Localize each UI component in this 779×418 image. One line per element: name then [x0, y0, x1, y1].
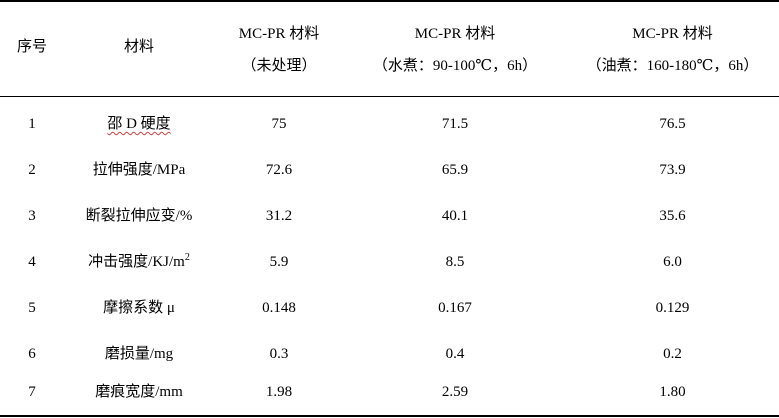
table-row: 2 拉伸强度/MPa 72.6 65.9 73.9 — [0, 148, 779, 193]
header-oil-boiled-title: MC-PR 材料 — [632, 26, 713, 42]
row-index: 2 — [28, 162, 36, 178]
table-row: 3 断裂拉伸应变/% 31.2 40.1 35.6 — [0, 194, 779, 239]
row-oil-boiled-value: 0.129 — [655, 300, 690, 316]
row-untreated-value: 5.9 — [269, 254, 289, 270]
row-index: 1 — [28, 116, 36, 132]
row-untreated-value: 0.148 — [262, 300, 296, 316]
row-property: 冲击强度/KJ/m2 — [64, 253, 214, 271]
row-untreated-value: 75 — [271, 116, 287, 132]
row-oil-boiled-value: 76.5 — [659, 116, 686, 132]
row-water-boiled-value: 40.1 — [441, 208, 469, 224]
header-index: 序号 — [16, 39, 47, 55]
row-property: 邵 D 硬度 — [64, 115, 214, 133]
table-row: 6 磨损量/mg 0.3 0.4 0.2 — [0, 332, 779, 377]
row-index: 5 — [28, 300, 36, 316]
table-bottom-rule — [0, 415, 779, 417]
row-oil-boiled-value: 73.9 — [659, 162, 686, 178]
row-water-boiled-value: 71.5 — [441, 116, 469, 132]
row-index: 3 — [28, 208, 36, 224]
row-oil-boiled-value: 6.0 — [663, 254, 682, 270]
row-untreated-value: 31.2 — [265, 208, 293, 224]
header-water-boiled-title: MC-PR 材料 — [414, 26, 496, 42]
row-property: 磨痕宽度/mm — [95, 384, 183, 400]
row-property: 断裂拉伸应变/% — [85, 208, 193, 224]
row-property: 拉伸强度/MPa — [92, 162, 186, 178]
row-water-boiled-value: 0.4 — [445, 346, 465, 362]
row-untreated-value: 0.3 — [269, 346, 289, 362]
header-material: 材料 — [123, 39, 154, 55]
table-row: 5 摩擦系数 μ 0.148 0.167 0.129 — [0, 286, 779, 331]
row-oil-boiled-value: 35.6 — [659, 208, 686, 224]
header-untreated-condition: （未处理） — [241, 58, 317, 74]
row-property-superscript: 2 — [184, 252, 190, 263]
row-property-text: 冲击强度/KJ/m — [88, 254, 185, 270]
row-untreated-value: 72.6 — [265, 162, 293, 178]
row-property-text: 邵 D 硬度 — [107, 116, 171, 132]
header-oil-boiled-condition: （油煮：160-180℃，6h） — [586, 58, 759, 74]
table-row: 1 邵 D 硬度 75 71.5 76.5 — [0, 102, 779, 147]
header-water-boiled-condition: （水煮：90-100℃，6h） — [372, 58, 538, 74]
table-header-rule — [0, 96, 779, 97]
row-oil-boiled-value: 1.80 — [659, 384, 686, 400]
row-property: 摩擦系数 μ — [103, 300, 175, 316]
table-row: 4 冲击强度/KJ/m2 5.9 8.5 6.0 — [0, 240, 779, 285]
row-oil-boiled-value: 0.2 — [663, 346, 682, 362]
table-top-rule — [0, 0, 779, 2]
header-untreated-title: MC-PR 材料 — [238, 26, 320, 42]
row-water-boiled-value: 8.5 — [445, 254, 465, 270]
row-water-boiled-value: 2.59 — [441, 384, 469, 400]
row-property: 磨损量/mg — [104, 346, 174, 362]
row-untreated-value: 1.98 — [265, 384, 293, 400]
table-row: 7 磨痕宽度/mm 1.98 2.59 1.80 — [0, 370, 779, 415]
row-index: 4 — [28, 254, 36, 270]
row-index: 7 — [28, 384, 36, 400]
row-index: 6 — [28, 346, 36, 362]
row-water-boiled-value: 65.9 — [441, 162, 469, 178]
row-water-boiled-value: 0.167 — [438, 300, 472, 316]
